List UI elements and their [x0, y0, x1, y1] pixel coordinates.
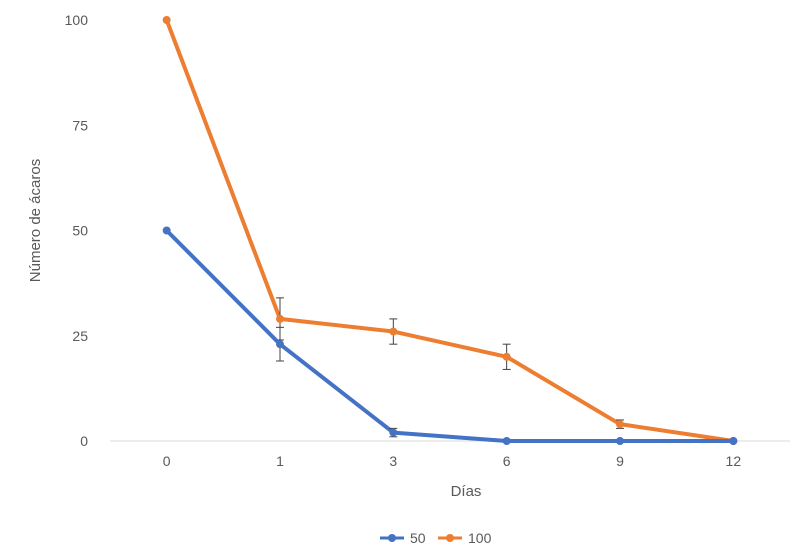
data-point — [616, 437, 624, 445]
series-layer — [162, 16, 738, 445]
y-axis-ticks: 0 25 50 75 100 — [65, 12, 89, 449]
legend-swatch-marker — [446, 534, 454, 542]
legend-item-100: 100 — [438, 530, 492, 546]
y-tick-label: 25 — [72, 328, 88, 344]
series-100 — [162, 16, 738, 445]
x-tick-label: 9 — [616, 453, 624, 469]
y-axis-title: Número de ácaros — [27, 159, 44, 282]
x-tick-label: 0 — [163, 453, 171, 469]
data-point — [276, 340, 284, 349]
data-point — [502, 437, 511, 445]
x-tick-label: 1 — [276, 453, 284, 469]
data-point — [616, 420, 624, 429]
legend-label: 100 — [468, 530, 492, 546]
legend-swatch-marker — [388, 534, 396, 542]
legend-label: 50 — [410, 530, 426, 546]
legend: 50 100 — [380, 530, 492, 546]
data-point — [276, 314, 284, 323]
series-50 — [162, 226, 738, 445]
x-tick-label: 12 — [726, 453, 742, 469]
data-point — [162, 16, 171, 24]
data-point — [389, 327, 398, 336]
series-line — [164, 228, 736, 443]
y-tick-label: 50 — [72, 223, 88, 239]
y-tick-label: 100 — [65, 12, 89, 28]
data-point — [389, 428, 398, 437]
x-tick-label: 6 — [503, 453, 511, 469]
x-axis-ticks: 0 1 3 6 9 12 — [163, 453, 742, 469]
y-tick-label: 0 — [80, 433, 88, 449]
data-point — [162, 226, 171, 235]
legend-item-50: 50 — [380, 530, 426, 546]
series-line — [164, 18, 736, 443]
x-axis-title: Días — [451, 483, 482, 500]
y-tick-label: 75 — [72, 117, 88, 133]
data-point — [729, 437, 738, 445]
x-tick-label: 3 — [389, 453, 397, 469]
data-point — [502, 352, 511, 361]
